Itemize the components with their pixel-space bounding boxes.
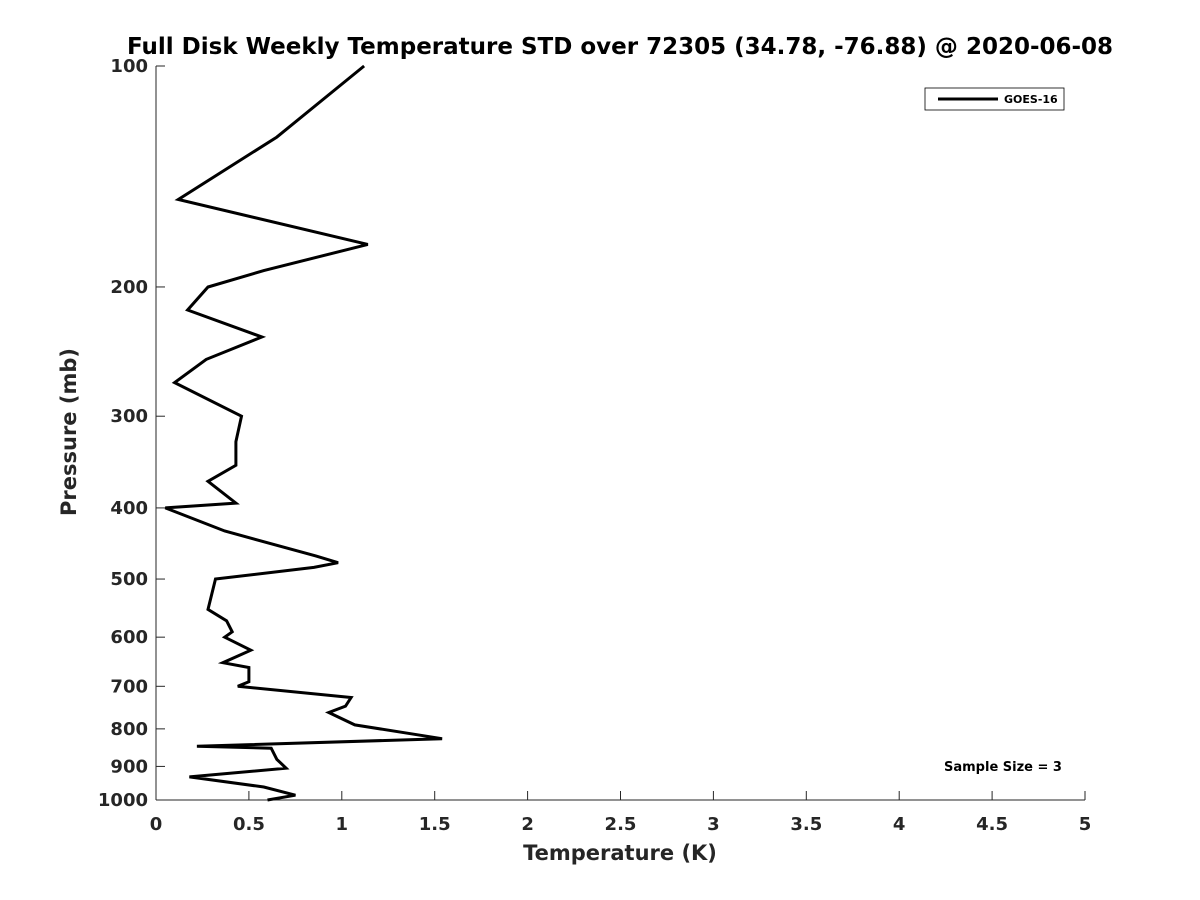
x-tick-label-9: 4.5 [976,814,1008,835]
x-tick-label-5: 2.5 [605,814,637,835]
y-tick-label-2: 300 [110,406,148,427]
y-tick-label-6: 700 [110,676,148,697]
plot-area: 0 0.5 1 1.5 2 2.5 3 3.5 4 4.5 5 100 200 300 400 500 600 7… [98,56,1091,835]
y-tick-label-7: 800 [110,719,148,740]
series-line-goes-16 [164,64,443,802]
legend-label-goes-16: GOES-16 [1004,93,1058,106]
x-tick-label-7: 3.5 [790,814,822,835]
y-tick-label-0: 100 [110,56,148,77]
y-tick-label-1: 200 [110,277,148,298]
x-axis-label: Temperature (K) [523,841,717,865]
x-tick-label-6: 3 [707,814,720,835]
y-tick-label-9: 1000 [98,790,148,811]
y-tick-label-3: 400 [110,498,148,519]
y-tick-label-5: 600 [110,627,148,648]
sample-size-annotation: Sample Size = 3 [944,760,1062,775]
chart-title: Full Disk Weekly Temperature STD over 72… [127,34,1113,60]
x-tick-label-3: 1.5 [419,814,451,835]
legend: GOES-16 [924,87,1065,111]
y-axis-label: Pressure (mb) [57,348,81,516]
y-tick-label-4: 500 [110,569,148,590]
x-tick-label-0: 0 [150,814,163,835]
x-tick-label-8: 4 [893,814,906,835]
x-tick-label-2: 1 [336,814,349,835]
x-tick-label-4: 2 [521,814,534,835]
x-tick-label-10: 5 [1079,814,1092,835]
y-tick-label-8: 900 [110,756,148,777]
x-tick-label-1: 0.5 [233,814,265,835]
